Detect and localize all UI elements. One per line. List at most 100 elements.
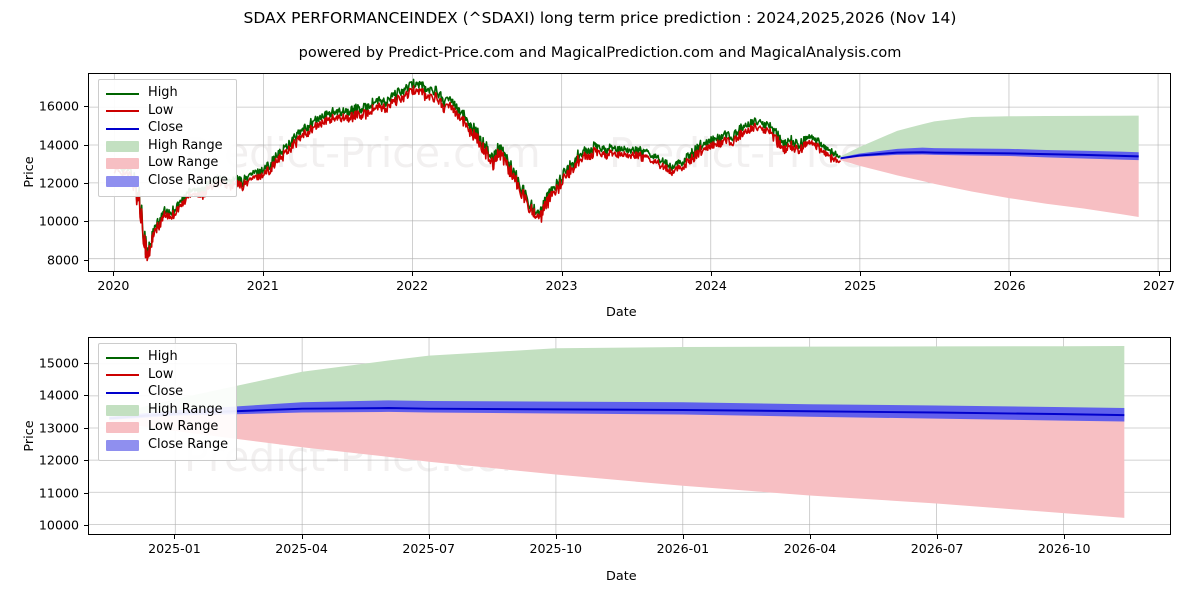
x-axis-tick-label: 2025 bbox=[844, 278, 877, 293]
x-axis-tick-label: 2020 bbox=[97, 278, 130, 293]
y-axis-tick-mark bbox=[84, 525, 88, 527]
legend-swatch-icon bbox=[106, 387, 139, 398]
legend-swatch-icon bbox=[106, 175, 139, 187]
legend-swatch-icon bbox=[106, 370, 139, 381]
x-axis-tick-label: 2025-04 bbox=[275, 541, 328, 556]
x-axis-tick-mark bbox=[937, 535, 939, 539]
x-axis-tick-label: 2026-01 bbox=[656, 541, 710, 556]
y-axis-tick-mark bbox=[84, 221, 88, 223]
x-axis-tick-label: 2026-04 bbox=[783, 541, 837, 556]
legend-item-low-range: Low Range bbox=[106, 155, 228, 173]
x-axis-tick-label: 2026-07 bbox=[910, 541, 964, 556]
low-range-band bbox=[840, 152, 1139, 218]
legend-swatch-icon bbox=[106, 422, 139, 434]
x-axis-tick-mark bbox=[174, 535, 176, 539]
legend-item-high-range: High Range bbox=[106, 402, 228, 420]
chart-title: SDAX PERFORMANCEINDEX (^SDAXI) long term… bbox=[243, 9, 957, 27]
legend-item-low: Low bbox=[106, 103, 228, 121]
top-chart-plot-area: Predict-Price.com Predict-Price.com bbox=[88, 73, 1171, 272]
high-range-band bbox=[109, 346, 1125, 419]
y-axis-tick-label: 16000 bbox=[38, 98, 79, 114]
x-axis-tick-mark bbox=[1159, 272, 1161, 276]
close-price-line bbox=[840, 151, 1139, 160]
x-axis-tick-mark bbox=[1009, 272, 1011, 276]
x-axis-tick-label: 2025-07 bbox=[402, 541, 455, 556]
top-chart-x-axis-label: Date bbox=[606, 305, 637, 320]
legend-label: Low Range bbox=[148, 419, 219, 435]
bottom-chart-legend: High Low Close High Range Low Range Close Ran… bbox=[98, 343, 238, 461]
legend-item-high: High bbox=[106, 349, 228, 367]
data-series bbox=[113, 78, 1139, 262]
x-axis-tick-mark bbox=[262, 272, 264, 276]
y-axis-tick-label: 10000 bbox=[38, 213, 79, 229]
legend-swatch-icon bbox=[106, 140, 139, 152]
y-axis-tick-label: 12000 bbox=[38, 175, 79, 191]
legend-item-close: Close bbox=[106, 120, 228, 138]
x-axis-tick-label: 2027 bbox=[1143, 278, 1176, 293]
x-axis-tick-label: 2024 bbox=[694, 278, 727, 293]
legend-label: Low bbox=[148, 366, 174, 382]
x-axis-tick-label: 2025-10 bbox=[529, 541, 583, 556]
legend-label: Close Range bbox=[148, 436, 229, 452]
legend-swatch-icon bbox=[106, 439, 139, 451]
x-axis-tick-mark bbox=[555, 535, 557, 539]
bottom-chart-y-axis-label: Price bbox=[22, 420, 37, 452]
y-axis-tick-mark bbox=[84, 144, 88, 146]
x-axis-tick-mark bbox=[682, 535, 684, 539]
y-axis-tick-mark bbox=[84, 106, 88, 108]
y-axis-tick-label: 15000 bbox=[38, 355, 79, 371]
y-axis-tick-mark bbox=[84, 427, 88, 429]
y-axis-tick-label: 12000 bbox=[38, 452, 79, 468]
legend-swatch-icon bbox=[106, 88, 139, 99]
x-axis-tick-label: 2026 bbox=[993, 278, 1026, 293]
x-axis-tick-mark bbox=[428, 535, 430, 539]
legend-swatch-icon bbox=[106, 158, 139, 170]
y-axis-tick-mark bbox=[84, 492, 88, 494]
legend-label: Close bbox=[148, 384, 184, 400]
x-axis-tick-mark bbox=[301, 535, 303, 539]
x-axis-tick-mark bbox=[412, 272, 414, 276]
legend-label: High Range bbox=[148, 137, 223, 153]
legend-label: High Range bbox=[148, 401, 223, 417]
top-chart-legend: High Low Close High Range Low Range Close Ran… bbox=[98, 79, 238, 197]
x-axis-tick-label: 2026-10 bbox=[1037, 541, 1091, 556]
y-axis-tick-label: 13000 bbox=[38, 420, 79, 436]
x-axis-tick-label: 2022 bbox=[396, 278, 429, 293]
x-axis-tick-label: 2023 bbox=[545, 278, 578, 293]
legend-label: Low bbox=[148, 102, 174, 118]
legend-item-high: High bbox=[106, 85, 228, 103]
data-series bbox=[109, 346, 1125, 518]
bottom-chart-x-axis-label: Date bbox=[606, 569, 637, 584]
legend-item-close-range: Close Range bbox=[106, 173, 228, 191]
bottom-chart-svg bbox=[89, 338, 1170, 534]
high-range-band bbox=[840, 115, 1139, 159]
close-range-band bbox=[109, 400, 1125, 422]
legend-item-low: Low bbox=[106, 367, 228, 385]
legend-label: High bbox=[148, 349, 178, 365]
y-axis-tick-label: 11000 bbox=[38, 485, 79, 501]
x-axis-tick-mark bbox=[113, 272, 115, 276]
chart-subtitle: powered by Predict-Price.com and Magical… bbox=[298, 45, 902, 61]
legend-item-close: Close bbox=[106, 384, 228, 402]
y-axis-tick-mark bbox=[84, 460, 88, 462]
legend-swatch-icon bbox=[106, 404, 139, 416]
y-axis-tick-label: 10000 bbox=[38, 517, 79, 533]
x-axis-tick-mark bbox=[810, 535, 811, 539]
legend-item-high-range: High Range bbox=[106, 138, 228, 156]
legend-label: Low Range bbox=[148, 155, 219, 171]
top-chart-svg bbox=[89, 74, 1170, 271]
x-axis-tick-label: 2025-01 bbox=[148, 541, 201, 556]
low-range-band bbox=[109, 408, 1125, 518]
x-axis-tick-label: 2021 bbox=[246, 278, 279, 293]
x-axis-tick-mark bbox=[561, 272, 563, 276]
y-axis-tick-mark bbox=[84, 395, 88, 397]
y-axis-tick-label: 14000 bbox=[38, 387, 79, 403]
legend-label: High bbox=[148, 85, 178, 101]
x-axis-tick-mark bbox=[1064, 535, 1066, 539]
legend-swatch-icon bbox=[106, 123, 139, 134]
legend-item-close-range: Close Range bbox=[106, 437, 228, 455]
top-chart-y-axis-label: Price bbox=[22, 156, 37, 188]
close-price-line bbox=[109, 407, 1125, 420]
